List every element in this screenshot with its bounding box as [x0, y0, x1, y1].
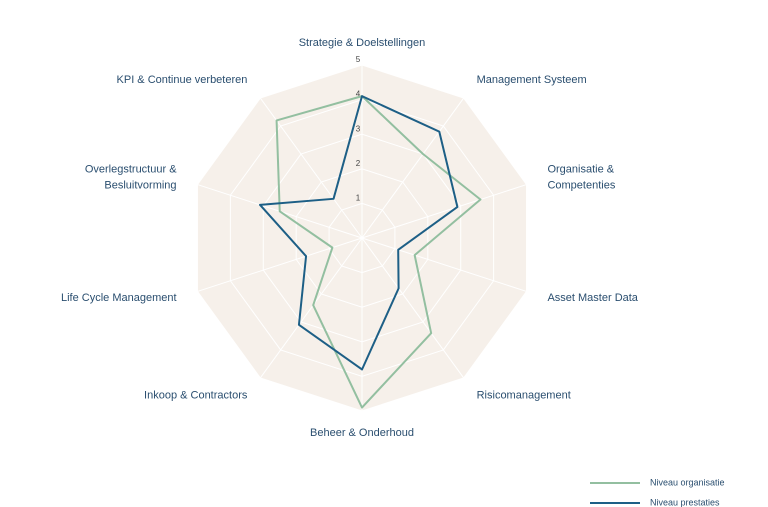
category-label: Management Systeem: [477, 74, 587, 86]
y-tick-label: 2: [356, 159, 361, 168]
category-label: Overlegstructuur &: [85, 164, 177, 176]
y-tick-label: 4: [356, 90, 361, 99]
spoke: [361, 184, 527, 239]
spoke: [197, 237, 363, 292]
spoke: [361, 237, 465, 379]
category-label: Besluitvorming: [104, 180, 176, 192]
legend-label: Niveau organisatie: [650, 477, 725, 487]
y-tick-label: 1: [356, 194, 361, 203]
spoke: [361, 97, 465, 239]
spoke: [361, 237, 527, 292]
category-label: Strategie & Doelstellingen: [299, 37, 426, 49]
spoke: [259, 237, 363, 379]
category-label: Organisatie &: [547, 164, 614, 176]
category-label: Risicomanagement: [477, 390, 571, 402]
category-label: Life Cycle Management: [61, 292, 177, 304]
category-label: KPI & Continue verbeteren: [117, 74, 248, 86]
category-label: Inkoop & Contractors: [144, 390, 248, 402]
category-label: Competenties: [547, 180, 615, 192]
legend-label: Niveau prestaties: [650, 497, 720, 507]
category-label: Beheer & Onderhoud: [310, 427, 414, 439]
category-label: Asset Master Data: [547, 292, 638, 304]
series-line: [258, 95, 459, 371]
series-line: [275, 95, 482, 409]
y-tick-label: 3: [356, 124, 361, 133]
y-tick-label: 5: [356, 55, 361, 64]
